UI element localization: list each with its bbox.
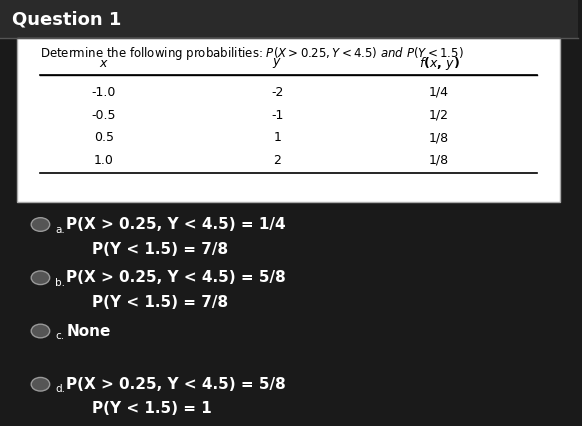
Text: -0.5: -0.5: [92, 109, 116, 121]
Text: -2: -2: [271, 86, 283, 99]
Text: P(Y < 1.5) = 1: P(Y < 1.5) = 1: [93, 401, 212, 417]
Text: P(Y < 1.5) = 7/8: P(Y < 1.5) = 7/8: [93, 242, 229, 257]
Text: 1/8: 1/8: [429, 131, 449, 144]
Text: 2: 2: [274, 154, 281, 167]
Text: 1/2: 1/2: [429, 109, 449, 121]
Circle shape: [31, 377, 49, 391]
Text: None: None: [66, 323, 111, 339]
Text: b.: b.: [55, 278, 65, 288]
Circle shape: [31, 271, 49, 285]
Text: Question 1: Question 1: [12, 10, 121, 28]
Text: 1/8: 1/8: [429, 154, 449, 167]
Text: d.: d.: [55, 384, 65, 394]
Text: 1/4: 1/4: [429, 86, 449, 99]
Text: P(X > 0.25, Y < 4.5) = 1/4: P(X > 0.25, Y < 4.5) = 1/4: [66, 217, 286, 232]
Text: a.: a.: [55, 225, 65, 235]
Text: Determine the following probabilities: $P(X > 0.25, Y < 4.5)$ $\it{and}$ $P(Y < : Determine the following probabilities: $…: [40, 45, 464, 62]
Text: 0.5: 0.5: [94, 131, 114, 144]
Circle shape: [31, 324, 49, 338]
Text: -1.0: -1.0: [92, 86, 116, 99]
Text: $\it{y}$: $\it{y}$: [272, 56, 282, 70]
FancyBboxPatch shape: [17, 38, 560, 202]
Circle shape: [31, 218, 49, 231]
Text: $\it{f}$($\it{x}$, $\it{y}$): $\it{f}$($\it{x}$, $\it{y}$): [419, 55, 460, 72]
Text: P(X > 0.25, Y < 4.5) = 5/8: P(X > 0.25, Y < 4.5) = 5/8: [66, 377, 286, 392]
Text: 1: 1: [274, 131, 281, 144]
Text: -1: -1: [271, 109, 283, 121]
Text: P(Y < 1.5) = 7/8: P(Y < 1.5) = 7/8: [93, 295, 229, 310]
Text: c.: c.: [55, 331, 64, 341]
Text: $\it{x}$: $\it{x}$: [99, 57, 109, 69]
Text: 1.0: 1.0: [94, 154, 114, 167]
Text: P(X > 0.25, Y < 4.5) = 5/8: P(X > 0.25, Y < 4.5) = 5/8: [66, 270, 286, 285]
FancyBboxPatch shape: [0, 0, 578, 38]
